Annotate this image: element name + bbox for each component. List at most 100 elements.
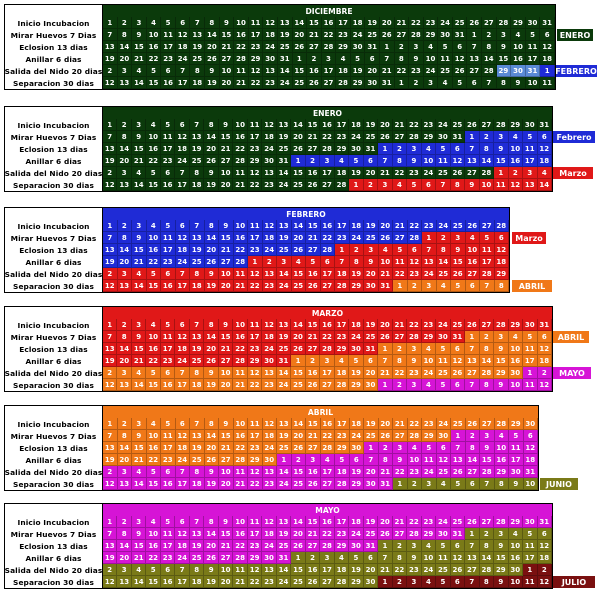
day-cell: 30 — [364, 478, 379, 490]
day-cell: 21 — [394, 17, 410, 29]
day-cell: 9 — [407, 355, 422, 367]
day-cell: 9 — [364, 256, 379, 268]
day-cell: 10 — [508, 143, 524, 155]
day-cell: 6 — [175, 418, 190, 430]
day-cell: 10 — [146, 232, 161, 244]
day-cell: 6 — [365, 53, 380, 65]
day-cell: 21 — [131, 355, 147, 367]
day-cell: 10 — [407, 454, 422, 466]
day-cell: 13 — [103, 41, 118, 53]
day-cell: 23 — [161, 53, 176, 65]
day-cell: 6 — [450, 379, 466, 391]
day-cell: 12 — [247, 564, 263, 576]
day-cell: 15 — [132, 244, 147, 256]
day-cell: 25 — [291, 179, 306, 191]
day-cell: 23 — [335, 232, 350, 244]
day-cell: 6 — [161, 65, 176, 77]
day-cell: 21 — [379, 65, 395, 77]
day-cell: 3 — [378, 179, 393, 191]
day-cell: 13 — [465, 355, 480, 367]
day-cell: 15 — [146, 478, 161, 490]
day-cell: 20 — [117, 454, 132, 466]
day-cell: 17 — [320, 564, 335, 576]
day-cell: 21 — [219, 41, 235, 53]
day-cell: 22 — [393, 466, 408, 478]
day-cell: 1 — [292, 53, 308, 65]
day-cell: 3 — [320, 355, 335, 367]
header-blank — [5, 5, 103, 17]
day-cell: 10 — [218, 167, 234, 179]
header-blank — [5, 107, 103, 119]
day-cell: 17 — [175, 576, 190, 588]
day-cell: 26 — [465, 516, 480, 528]
day-cell: 15 — [146, 77, 162, 89]
day-cell: 10 — [465, 244, 480, 256]
day-cell: 25 — [364, 232, 379, 244]
day-cell: 7 — [103, 430, 118, 442]
day-cell: 25 — [291, 280, 306, 292]
day-cell: 3 — [132, 17, 147, 29]
day-cell: 18 — [537, 155, 553, 167]
table-row: Inicio Incubacion 1 2 3 4 5 6 7 8 9 10 11 12 13 14 15 16… — [5, 220, 509, 232]
day-cell: 19 — [277, 232, 292, 244]
day-cell: 4 — [336, 53, 351, 65]
day-cell: 24 — [175, 155, 190, 167]
day-cell: 6 — [537, 131, 553, 143]
day-cell: 18 — [335, 268, 350, 280]
day-cell: 16 — [233, 232, 248, 244]
day-cell: 18 — [189, 576, 205, 588]
day-cell: 2 — [537, 367, 553, 379]
day-cell: 23 — [262, 478, 277, 490]
day-cell: 12 — [248, 65, 264, 77]
day-cell: 7 — [103, 331, 118, 343]
day-cell: 5 — [160, 119, 176, 131]
day-cell: 29 — [496, 65, 512, 77]
row-label: Separacion 30 dias — [5, 379, 103, 391]
day-cell: 13 — [276, 319, 292, 331]
day-cell: 30 — [523, 319, 538, 331]
day-cell: 7 — [436, 179, 451, 191]
day-cell: 17 — [175, 179, 190, 191]
day-cell: 12 — [450, 552, 466, 564]
day-cell: 11 — [540, 77, 555, 89]
day-cell: 16 — [305, 367, 321, 379]
day-cell: 21 — [392, 319, 408, 331]
day-cell: 6 — [537, 331, 553, 343]
day-cell: 14 — [205, 29, 220, 41]
table-row: Salida del Nido 20 dias 2 3 4 5 6 7 8 9 10 11 12 13 1… — [5, 167, 553, 179]
day-cell: 16 — [233, 131, 248, 143]
day-cell: 1 — [467, 29, 483, 41]
day-cell: 5 — [306, 256, 321, 268]
day-cell: 11 — [248, 220, 263, 232]
day-cell: 16 — [320, 220, 335, 232]
day-cell: 2 — [392, 576, 408, 588]
day-cell: 14 — [117, 143, 132, 155]
day-cell: 23 — [335, 430, 350, 442]
day-cell: 4 — [421, 379, 437, 391]
day-cell: 2 — [479, 131, 495, 143]
day-cell: 6 — [175, 17, 191, 29]
day-cell: 21 — [233, 478, 248, 490]
day-cell: 19 — [189, 343, 205, 355]
day-cell: 4 — [320, 454, 335, 466]
day-cell: 24 — [421, 564, 437, 576]
day-cell: 2 — [305, 552, 321, 564]
day-cell: 27 — [320, 179, 335, 191]
day-cell: 12 — [540, 41, 555, 53]
day-cell: 3 — [451, 232, 466, 244]
day-cell: 18 — [189, 379, 205, 391]
month-title: ABRIL — [103, 406, 538, 418]
day-cell: 2 — [117, 516, 132, 528]
day-cell: 16 — [305, 167, 321, 179]
row-label: Eclosion 13 dias — [5, 442, 103, 454]
day-cell: 5 — [350, 53, 366, 65]
day-cell: 5 — [146, 167, 161, 179]
day-cell: 1 — [103, 418, 118, 430]
day-cell: 4 — [421, 576, 437, 588]
day-cell: 27 — [218, 552, 234, 564]
day-cell: 6 — [452, 41, 468, 53]
day-cell: 14 — [482, 53, 497, 65]
day-cell: 9 — [132, 232, 147, 244]
day-cell: 12 — [103, 280, 118, 292]
day-cell: 31 — [378, 478, 393, 490]
